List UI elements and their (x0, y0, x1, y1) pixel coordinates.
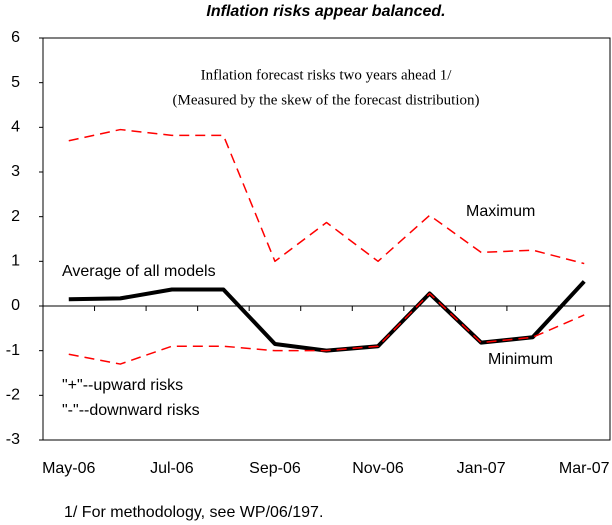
footnote: 1/ For methodology, see WP/06/197. (64, 504, 323, 521)
plot-area (42, 37, 611, 441)
x-tick-label: Mar-07 (559, 460, 610, 477)
x-tick-label: Nov-06 (352, 460, 404, 477)
annotation: "+"--upward risks (62, 377, 183, 394)
x-tick-label: Jul-06 (150, 460, 194, 477)
y-tick-label: -3 (6, 431, 20, 448)
y-tick-label: -2 (6, 387, 20, 404)
series-line (68, 128, 585, 265)
annotation: Inflation forecast risks two years ahead… (201, 67, 453, 83)
y-tick-label: 2 (11, 208, 20, 225)
x-tick-label: May-06 (42, 460, 95, 477)
annotation: "-"--downward risks (62, 402, 200, 419)
annotation: (Measured by the skew of the forecast di… (173, 92, 480, 108)
series-label: Maximum (466, 203, 535, 220)
y-tick-label: 4 (11, 119, 20, 136)
series-label: Minimum (488, 351, 553, 368)
y-tick-label: -1 (6, 342, 20, 359)
y-tick-label: 0 (11, 297, 20, 314)
series-line (68, 292, 585, 365)
y-tick-label: 1 (11, 253, 20, 270)
y-tick-label: 6 (11, 29, 20, 46)
chart-title: Inflation risks appear balanced. (206, 3, 445, 20)
series-label: Average of all models (62, 263, 216, 280)
x-tick-label: Sep-06 (249, 460, 301, 477)
x-tick-label: Jan-07 (457, 460, 506, 477)
y-tick-label: 3 (11, 163, 20, 180)
y-tick-label: 5 (11, 74, 20, 91)
